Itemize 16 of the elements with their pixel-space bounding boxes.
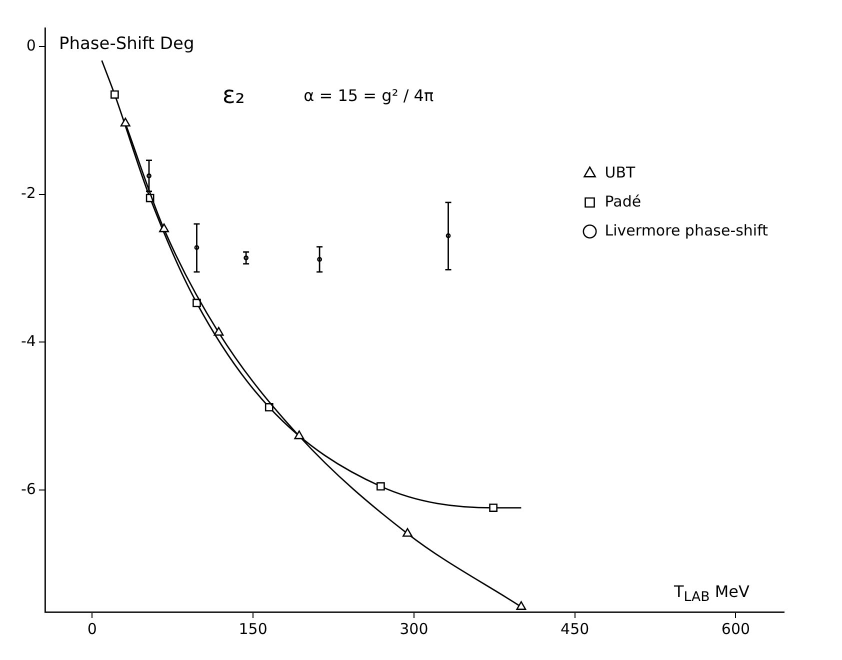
annotation: α = 15 = g² / 4π	[304, 86, 434, 106]
x-tick-label: 0	[87, 620, 97, 638]
y-tick-label: -4	[20, 332, 36, 350]
x-tick-label: 600	[721, 620, 750, 638]
legend-label: Livermore phase-shift	[604, 221, 768, 240]
legend-label: Padé	[604, 192, 642, 210]
y-tick-label: -2	[20, 184, 36, 202]
x-tick-label: 300	[400, 620, 428, 638]
x-tick-label: 150	[238, 620, 268, 638]
legend-label: UBT	[604, 163, 636, 182]
y-tick-label: 0	[26, 36, 36, 54]
annotation: ε₂	[222, 80, 245, 109]
y-axis-title: Phase-Shift Deg	[58, 34, 194, 54]
x-axis-title: T$_{LAB}$ MeV	[674, 582, 750, 606]
x-tick-label: 450	[560, 620, 590, 638]
y-tick-label: -6	[20, 480, 36, 498]
